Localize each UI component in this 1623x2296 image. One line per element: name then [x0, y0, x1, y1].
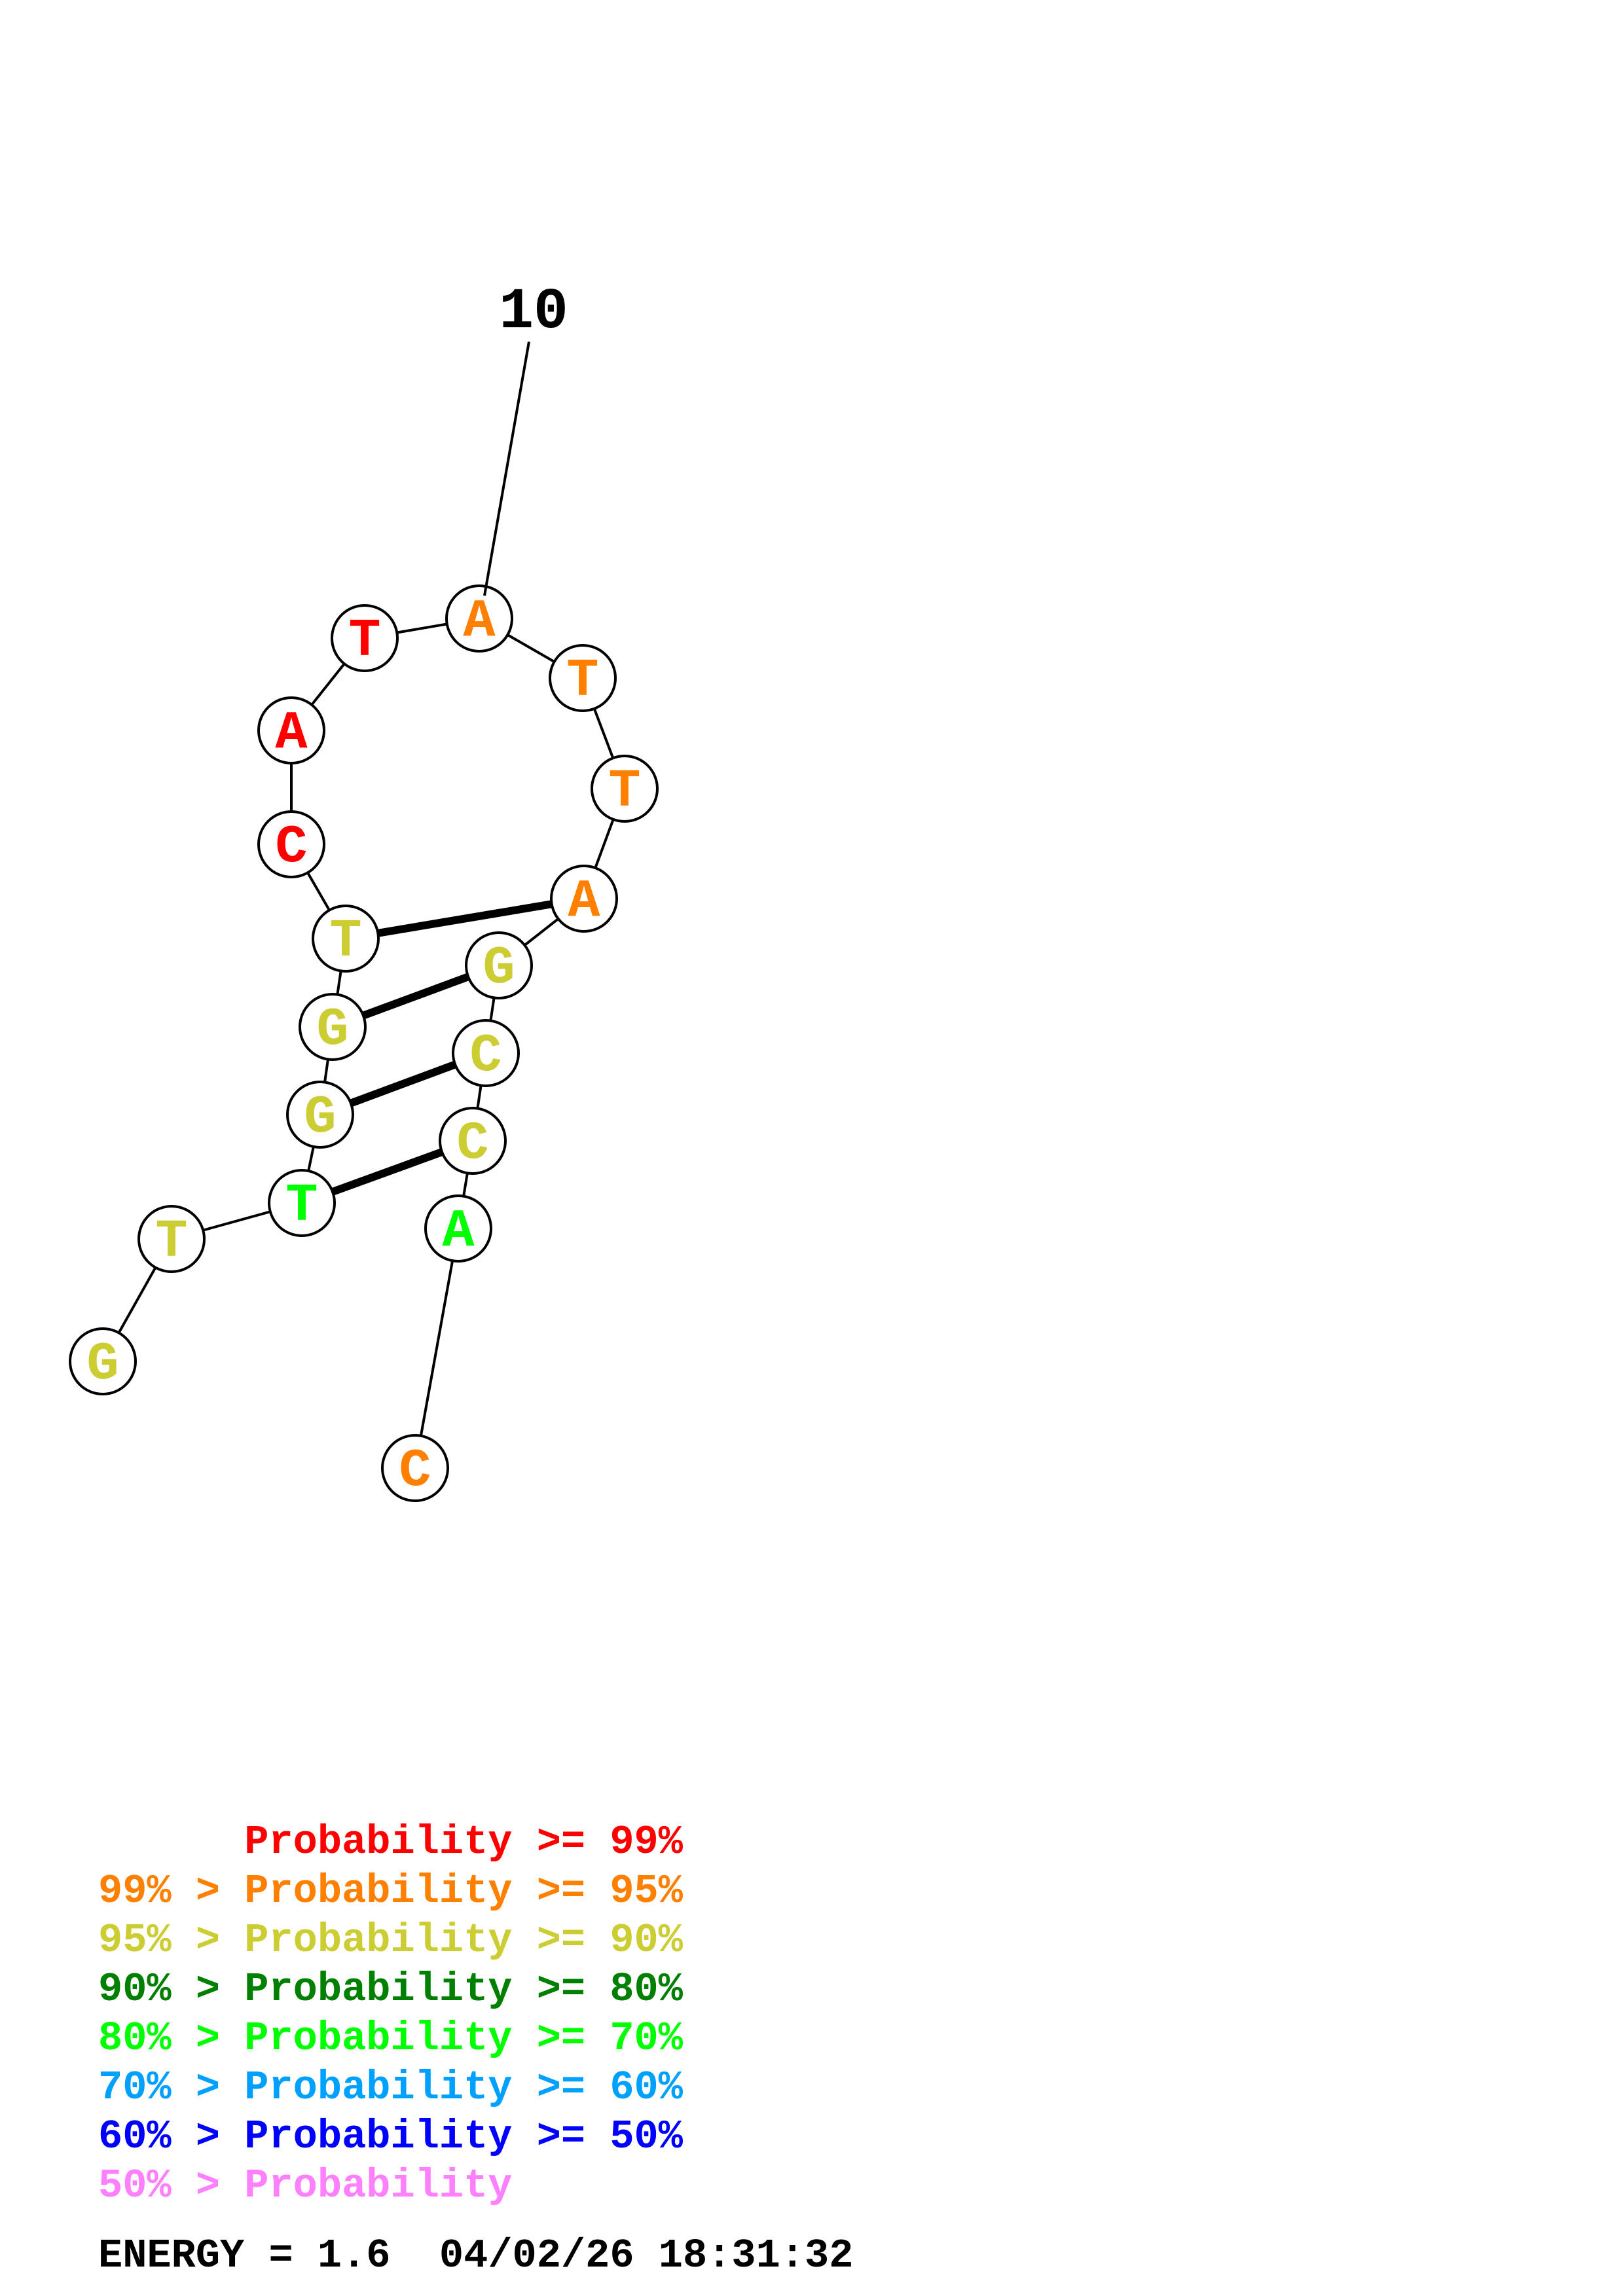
nucleotide-circle — [591, 755, 659, 823]
legend-label: Probability >= 50% — [244, 2113, 683, 2160]
backbone-segment — [414, 1228, 460, 1469]
legend-row: 50% > Probability — [98, 2166, 513, 2206]
nucleotide-letter: G — [316, 999, 348, 1060]
nucleotide-7: C — [257, 810, 325, 878]
nucleotide-18: C — [381, 1434, 449, 1502]
nucleotide-17: A — [424, 1194, 492, 1263]
legend-label: Probability >= 90% — [244, 1917, 683, 1964]
nucleotide-circle — [286, 1081, 354, 1149]
footer-gap — [390, 2233, 439, 2279]
nucleotide-circle — [257, 696, 325, 764]
nucleotide-16: C — [439, 1107, 507, 1175]
nucleotide-letter: G — [483, 938, 515, 999]
nucleotide-letter: G — [304, 1087, 336, 1148]
nucleotide-circle — [445, 584, 513, 653]
nucleotide-letter: C — [469, 1026, 501, 1086]
legend-prefix: 99% > — [98, 1868, 245, 1914]
nucleotide-letter: A — [463, 591, 496, 652]
nucleotide-letter: C — [399, 1441, 431, 1501]
nucleotide-letter: A — [275, 703, 308, 764]
nucleotide-circle — [312, 905, 380, 973]
position-label-tick — [483, 341, 530, 596]
nucleotide-circle — [381, 1434, 449, 1502]
legend-label: Probability >= 95% — [244, 1868, 683, 1914]
legend-label: Probability >= 70% — [244, 2015, 683, 2062]
legend-prefix — [98, 1819, 244, 1865]
legend-label: Probability >= 60% — [244, 2064, 683, 2111]
timestamp: 04/02/26 18:31:32 — [439, 2233, 854, 2279]
legend-row: 95% > Probability >= 90% — [98, 1920, 683, 1961]
nucleotide-10: A — [445, 584, 513, 653]
nucleotide-letter: T — [155, 1211, 187, 1272]
legend-label: Probability >= 80% — [244, 1966, 683, 2013]
nucleotide-2: T — [137, 1205, 206, 1273]
nucleotide-13: A — [550, 865, 618, 933]
nucleotide-circle — [257, 810, 325, 878]
energy-value: ENERGY = 1.6 — [98, 2233, 391, 2279]
legend-row: 99% > Probability >= 95% — [98, 1871, 683, 1912]
legend-prefix: 60% > — [98, 2113, 245, 2160]
legend-prefix: 70% > — [98, 2064, 245, 2111]
nucleotide-circle — [452, 1019, 520, 1087]
legend-label: Probability — [244, 2162, 513, 2209]
nucleotide-9: T — [331, 604, 399, 672]
nucleotide-circle — [137, 1205, 206, 1273]
nucleotide-circle — [424, 1194, 492, 1263]
nucleotide-6: T — [312, 905, 380, 973]
nucleotide-8: A — [257, 696, 325, 764]
legend-prefix: 90% > — [98, 1966, 245, 2013]
nucleotide-4: G — [286, 1081, 354, 1149]
nucleotide-letter: A — [568, 871, 600, 932]
nucleotide-letter: G — [86, 1334, 119, 1395]
nucleotide-letter: C — [275, 817, 307, 878]
nucleotide-circle — [299, 993, 367, 1061]
legend-prefix: 50% > — [98, 2162, 245, 2209]
nucleotide-circle — [268, 1169, 336, 1237]
base-pair-bond — [345, 895, 585, 942]
legend-prefix: 95% > — [98, 1917, 245, 1964]
position-label-10: 10 — [499, 280, 568, 345]
nucleotide-circle — [465, 931, 533, 999]
nucleotide-15: C — [452, 1019, 520, 1087]
nucleotide-3: T — [268, 1169, 336, 1237]
nucleotide-11: T — [549, 644, 617, 712]
nucleotide-letter: T — [329, 911, 361, 972]
nucleotide-1: G — [69, 1327, 137, 1395]
legend-row: 60% > Probability >= 50% — [98, 2117, 683, 2157]
nucleotide-14: G — [465, 931, 533, 999]
legend-prefix: 80% > — [98, 2015, 245, 2062]
nucleotide-letter: T — [348, 611, 380, 672]
legend-row: 70% > Probability >= 60% — [98, 2068, 683, 2108]
nucleotide-letter: C — [456, 1113, 488, 1174]
nucleotide-letter: T — [566, 651, 598, 711]
nucleotide-letter: A — [442, 1201, 475, 1262]
legend-row: 80% > Probability >= 70% — [98, 2018, 683, 2059]
nucleotide-circle — [550, 865, 618, 933]
legend-row: 90% > Probability >= 80% — [98, 1969, 683, 2010]
nucleotide-circle — [549, 644, 617, 712]
legend-label: Probability >= 99% — [244, 1819, 683, 1865]
nucleotide-5: G — [299, 993, 367, 1061]
backbone-lines — [101, 617, 626, 1469]
legend-row: Probability >= 99% — [98, 1822, 683, 1863]
nucleotide-circle — [331, 604, 399, 672]
nucleotide-letter: T — [608, 761, 640, 822]
nucleotide-letter: T — [285, 1175, 318, 1236]
energy-footer: ENERGY = 1.6 04/02/26 18:31:32 — [98, 2236, 853, 2276]
nucleotide-circle — [69, 1327, 137, 1395]
nucleotide-12: T — [591, 755, 659, 823]
nucleotide-circle — [439, 1107, 507, 1175]
